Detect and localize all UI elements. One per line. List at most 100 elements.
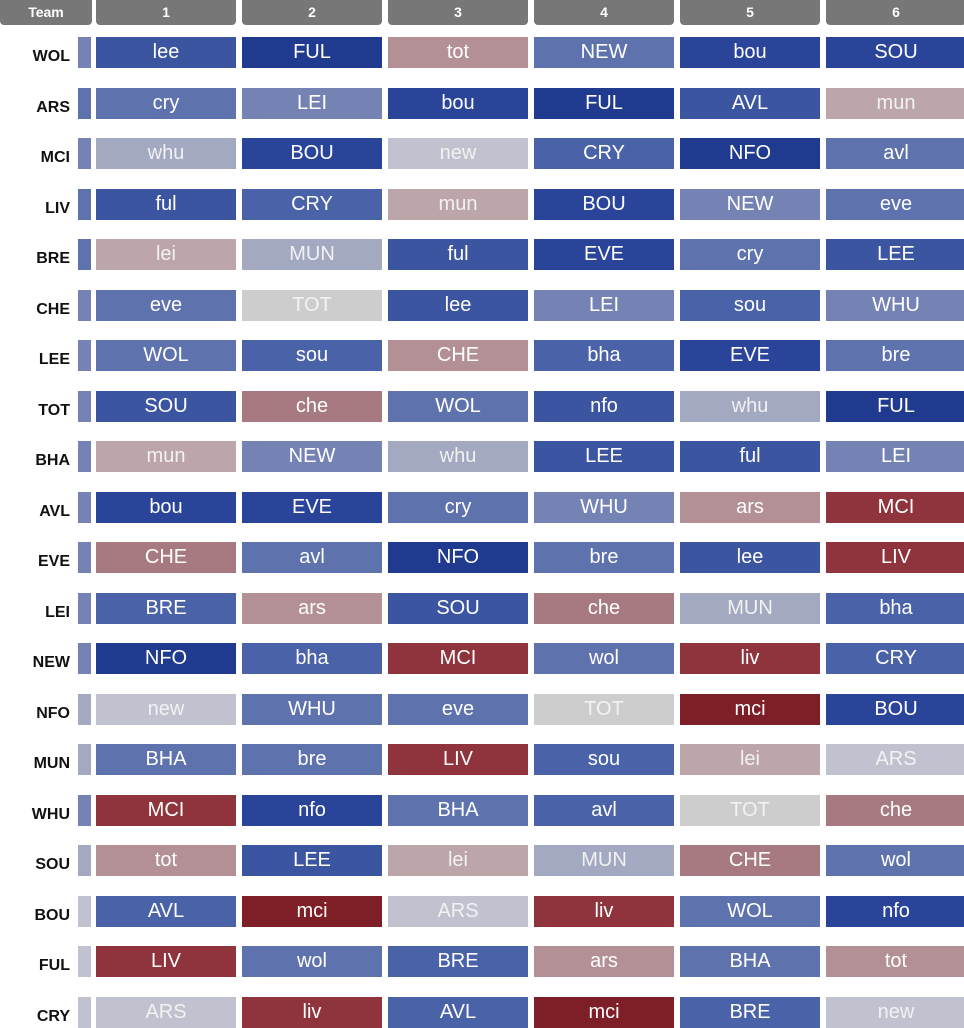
fixture-cell: lei (680, 744, 820, 775)
team-label: BHA (35, 452, 70, 469)
fixture-cell: AVL (680, 88, 820, 119)
fixture-cell: ars (680, 492, 820, 523)
fixture-cell: SOU (96, 391, 236, 422)
fixture-cell: NEW (242, 441, 382, 472)
fixture-cell: MCI (96, 795, 236, 826)
fixture-cell: cry (388, 492, 528, 523)
fixture-cell: BHA (96, 744, 236, 775)
team-strength-strip (78, 643, 91, 674)
header-gameweek-2: 2 (242, 0, 382, 25)
fixture-cell: bha (826, 593, 964, 624)
fixture-cell: wol (534, 643, 674, 674)
fixture-cell: NFO (388, 542, 528, 573)
fixture-cell: tot (826, 946, 964, 977)
fixture-cell: tot (388, 37, 528, 68)
fixture-cell: ARS (96, 997, 236, 1028)
fixture-cell: MUN (534, 845, 674, 876)
fixture-cell: AVL (388, 997, 528, 1028)
fixture-cell: tot (96, 845, 236, 876)
fixture-cell: BRE (388, 946, 528, 977)
fixture-cell: LEE (242, 845, 382, 876)
fixture-cell: AVL (96, 896, 236, 927)
header-gameweek-6: 6 (826, 0, 964, 25)
fixture-cell: lee (96, 37, 236, 68)
fixture-cell: WHU (242, 694, 382, 725)
fixture-cell: NEW (534, 37, 674, 68)
team-strength-strip (78, 189, 91, 220)
fixture-cell: TOT (680, 795, 820, 826)
fixture-cell: ARS (388, 896, 528, 927)
fixture-cell: liv (680, 643, 820, 674)
team-label: MUN (33, 755, 70, 772)
fixture-cell: BRE (96, 593, 236, 624)
fixture-cell: BOU (826, 694, 964, 725)
team-label: LIV (45, 200, 70, 217)
fixture-cell: bou (388, 88, 528, 119)
fixture-cell: BOU (242, 138, 382, 169)
fixture-cell: mci (534, 997, 674, 1028)
fixture-cell: BHA (388, 795, 528, 826)
team-label: LEI (45, 604, 70, 621)
fixture-cell: ful (96, 189, 236, 220)
fixture-cell: CRY (242, 189, 382, 220)
fixture-cell: MCI (826, 492, 964, 523)
fixture-cell: eve (388, 694, 528, 725)
team-strength-strip (78, 88, 91, 119)
fixture-cell: EVE (680, 340, 820, 371)
fixture-cell: CHE (388, 340, 528, 371)
team-strength-strip (78, 37, 91, 68)
fixture-cell: WOL (680, 896, 820, 927)
fixture-cell: FUL (534, 88, 674, 119)
fixture-cell: mci (242, 896, 382, 927)
fixture-cell: wol (826, 845, 964, 876)
fixture-cell: eve (826, 189, 964, 220)
fixture-cell: CRY (534, 138, 674, 169)
team-label: AVL (39, 503, 70, 520)
fixture-cell: lee (388, 290, 528, 321)
team-strength-strip (78, 239, 91, 270)
fixture-cell: new (388, 138, 528, 169)
team-label: NEW (32, 654, 70, 671)
fixture-cell: whu (96, 138, 236, 169)
header-team: Team (0, 0, 92, 25)
fixture-cell: nfo (242, 795, 382, 826)
fixture-cell: liv (242, 997, 382, 1028)
fixture-cell: LEI (826, 441, 964, 472)
fixture-cell: WHU (534, 492, 674, 523)
fixture-cell: mun (826, 88, 964, 119)
fixture-cell: cry (680, 239, 820, 270)
fixture-cell: NFO (680, 138, 820, 169)
fixture-cell: CHE (680, 845, 820, 876)
fixture-cell: TOT (534, 694, 674, 725)
fixture-cell: sou (242, 340, 382, 371)
fixture-cell: ful (388, 239, 528, 270)
fixture-cell: EVE (534, 239, 674, 270)
fixture-cell: ARS (826, 744, 964, 775)
team-label: CRY (36, 1008, 70, 1025)
team-strength-strip (78, 441, 91, 472)
fixture-cell: mun (96, 441, 236, 472)
fixture-cell: che (534, 593, 674, 624)
team-label: NFO (36, 705, 70, 722)
fixture-cell: eve (96, 290, 236, 321)
fixture-cell: LIV (826, 542, 964, 573)
team-strength-strip (78, 946, 91, 977)
fixture-cell: NEW (680, 189, 820, 220)
fixture-cell: bou (96, 492, 236, 523)
fixture-cell: sou (680, 290, 820, 321)
team-strength-strip (78, 138, 91, 169)
team-strength-strip (78, 694, 91, 725)
fixture-cell: che (826, 795, 964, 826)
fixture-cell: SOU (826, 37, 964, 68)
team-label: MCI (40, 149, 70, 166)
fixture-cell: FUL (826, 391, 964, 422)
fixture-cell: nfo (534, 391, 674, 422)
team-strength-strip (78, 997, 91, 1028)
team-label: WHU (31, 806, 70, 823)
fixture-cell: BHA (680, 946, 820, 977)
team-strength-strip (78, 896, 91, 927)
fixture-cell: TOT (242, 290, 382, 321)
fixture-cell: BRE (680, 997, 820, 1028)
fixture-cell: lee (680, 542, 820, 573)
